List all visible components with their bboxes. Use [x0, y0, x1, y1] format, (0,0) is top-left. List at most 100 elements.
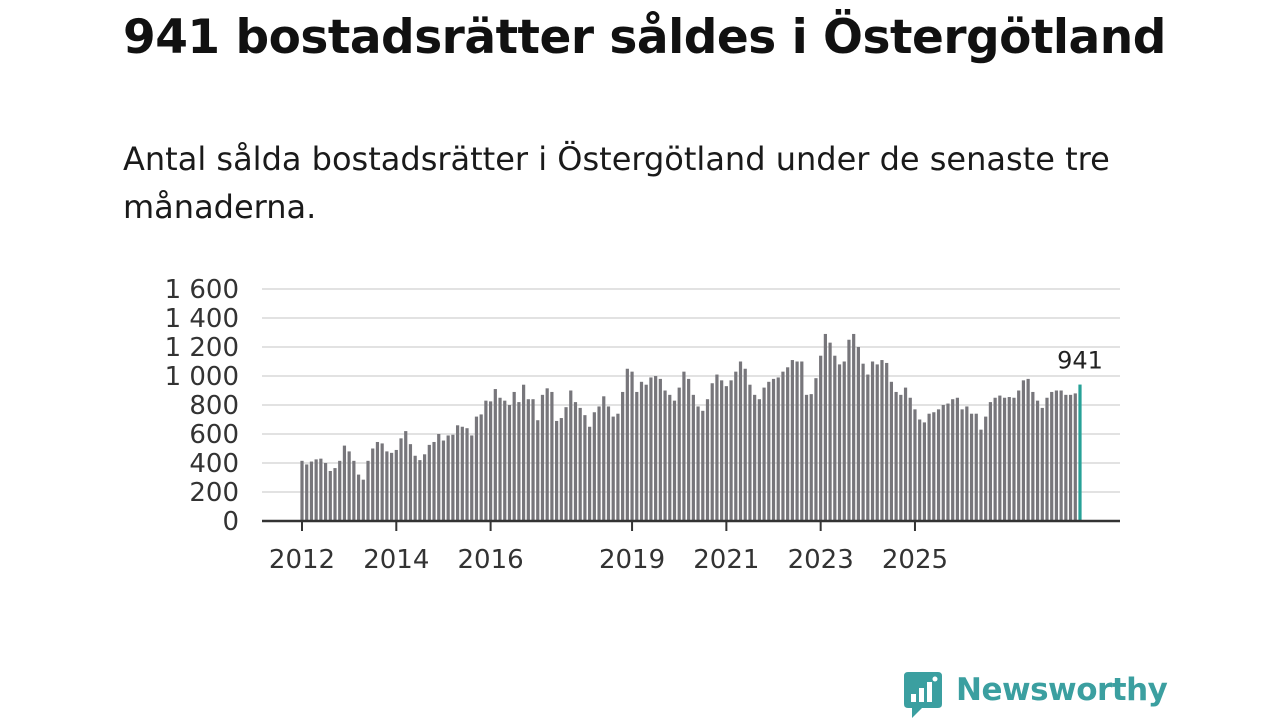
bar — [347, 451, 351, 521]
bar — [842, 361, 846, 521]
bar — [309, 461, 314, 521]
bar — [687, 378, 691, 521]
bar — [880, 360, 884, 521]
bar — [753, 394, 757, 521]
page-subtitle: Antal sålda bostadsrätter i Östergötland… — [123, 140, 1110, 226]
bar — [828, 342, 832, 521]
bar — [852, 333, 856, 521]
bar — [503, 400, 507, 521]
bar — [710, 383, 714, 521]
bar — [969, 413, 974, 521]
bar — [960, 409, 964, 521]
bar — [781, 371, 785, 521]
bar — [380, 443, 384, 521]
bar — [762, 387, 766, 521]
bar — [701, 410, 705, 521]
bar — [734, 371, 738, 521]
bar — [748, 384, 752, 521]
bar — [559, 418, 563, 521]
bar — [498, 397, 502, 521]
bar — [809, 394, 813, 521]
bar — [1021, 380, 1026, 521]
bar — [875, 364, 879, 521]
bar — [314, 459, 318, 521]
bar — [795, 361, 799, 521]
bar — [522, 384, 526, 521]
highlight-value-label: 941 — [1057, 347, 1103, 375]
bar — [606, 406, 611, 521]
bar — [1040, 407, 1044, 521]
bar — [602, 396, 606, 521]
bar — [696, 406, 700, 521]
bar — [918, 419, 922, 521]
bar — [941, 405, 945, 521]
bar — [446, 435, 450, 521]
bar — [342, 445, 347, 521]
bar — [823, 333, 827, 521]
bars — [300, 333, 1082, 521]
bar — [328, 470, 332, 521]
bar — [691, 394, 695, 521]
bar — [625, 368, 629, 521]
bar — [786, 367, 790, 521]
bar — [847, 339, 851, 521]
bar — [427, 444, 431, 521]
y-tick-label: 1 200 — [165, 333, 239, 363]
bar — [856, 347, 860, 521]
bar — [804, 394, 809, 521]
bar — [1045, 397, 1049, 521]
bar — [526, 399, 530, 521]
bar-chart-speech-bubble-icon — [904, 672, 942, 718]
bar — [974, 413, 978, 521]
x-tick-label: 2019 — [599, 545, 665, 575]
bar — [658, 378, 662, 521]
bar — [889, 381, 893, 521]
bar — [1031, 391, 1035, 521]
bar — [936, 409, 941, 521]
bar — [484, 400, 488, 521]
x-tick-label: 2016 — [458, 545, 524, 575]
bar — [408, 444, 413, 521]
bar — [597, 406, 601, 521]
bar — [592, 412, 596, 521]
bar — [338, 460, 342, 521]
y-tick-label: 1 400 — [165, 304, 239, 334]
bar — [389, 452, 394, 521]
bar — [1026, 378, 1030, 521]
y-tick-label: 200 — [189, 478, 239, 508]
bar — [903, 387, 908, 521]
bar — [545, 388, 549, 521]
bar — [451, 434, 455, 521]
bar — [465, 428, 469, 521]
bar — [738, 361, 743, 521]
bar — [479, 414, 483, 521]
bar — [951, 399, 955, 521]
bar — [404, 431, 408, 521]
annotations: 941 — [1057, 347, 1103, 375]
bar — [550, 391, 554, 521]
y-tick-label: 600 — [189, 420, 239, 450]
page-title: 941 bostadsrätter såldes i Östergötland — [123, 10, 1166, 65]
bar — [300, 460, 304, 521]
bar — [729, 380, 733, 521]
x-tick-label: 2021 — [693, 545, 759, 575]
bar — [814, 378, 818, 521]
bar — [588, 426, 592, 521]
bar — [441, 440, 446, 521]
bar — [333, 468, 337, 521]
bar — [927, 413, 931, 521]
bar — [870, 361, 875, 521]
bar — [720, 380, 724, 521]
bar — [616, 413, 620, 521]
bar — [569, 390, 573, 521]
bar — [833, 355, 837, 521]
bar — [715, 374, 719, 521]
bar — [371, 448, 375, 521]
bar — [460, 426, 464, 521]
bar — [323, 463, 328, 521]
bar — [573, 402, 578, 521]
x-tick-label: 2023 — [788, 545, 854, 575]
bar — [908, 397, 912, 521]
